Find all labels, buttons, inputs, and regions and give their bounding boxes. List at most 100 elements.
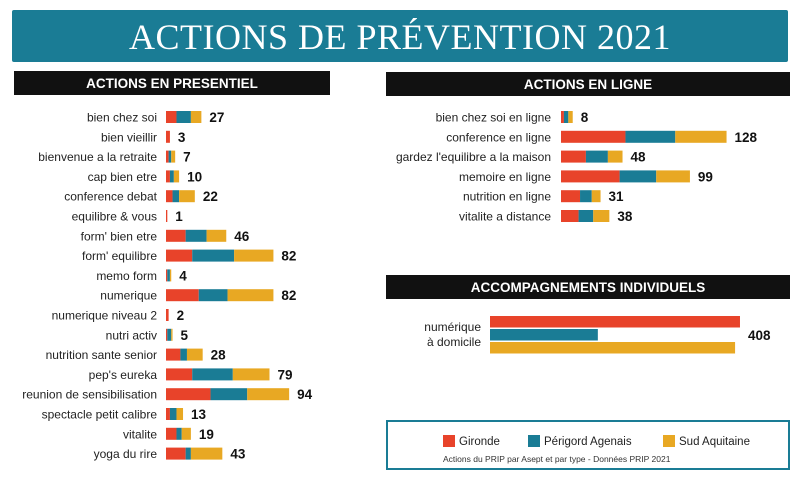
bar-segment-gironde-vitalite-a-distance <box>561 210 579 222</box>
category-label-cap-bien-etre: cap bien etre <box>88 170 158 184</box>
bar-segment-gironde-bien-vieillir <box>166 130 170 143</box>
total-label-vitalite: 19 <box>199 427 214 442</box>
bar-segment-sud-aquitaine-reunion-de-sensibilisation <box>247 388 290 401</box>
bar-segment-sud-aquitaine-numerique <box>227 289 274 302</box>
bar-segment-perigord-agenais-numerique <box>198 289 228 302</box>
legend-label-gironde: Gironde <box>459 436 500 448</box>
total-label-conference-en-ligne: 128 <box>735 130 758 145</box>
bar-segment-perigord-agenais-cap-bien-etre <box>169 170 174 183</box>
category-label-form-bien-etre: form' bien etre <box>81 229 158 243</box>
bar-segment-perigord-agenais-gardez-l-equilibre-a-la-maison <box>585 150 608 163</box>
bar-segment-perigord-agenais-nutrition-sante-senior <box>180 348 187 361</box>
legend: Gironde Périgord Agenais Sud Aquitaine Acti… <box>443 435 750 464</box>
total-label-form-equilibre: 82 <box>281 249 296 264</box>
total-label-numerique-niveau-2: 2 <box>177 308 185 323</box>
bar-segment-sud-aquitaine-memoire-en-ligne <box>656 170 690 183</box>
total-label-pep-s-eureka: 79 <box>277 367 292 382</box>
bar-segment-gironde-nutrition-en-ligne <box>561 190 581 203</box>
legend-label-perigord-agenais: Périgord Agenais <box>544 436 632 448</box>
total-label-bien-chez-soi: 27 <box>209 110 224 125</box>
bar-segment-gironde-form-equilibre <box>166 249 193 262</box>
total-label-numerique-a-domicile: 408 <box>748 328 771 343</box>
bar-segment-gironde-bienvenue-a-la-retraite <box>166 150 169 163</box>
category-label-numerique-niveau-2: numerique niveau 2 <box>52 309 158 323</box>
bar-segment-sud-aquitaine-conference-debat <box>179 190 195 203</box>
bar-segment-gironde-nutri-activ <box>166 328 168 341</box>
bar-segment-sud-aquitaine-gardez-l-equilibre-a-la-maison <box>607 150 623 163</box>
category-label-reunion-de-sensibilisation: reunion de sensibilisation <box>22 388 157 402</box>
bar-segment-perigord-agenais-memoire-en-ligne <box>619 170 657 183</box>
total-label-nutri-activ: 5 <box>181 328 189 343</box>
category-label-line-2: à domicile <box>427 335 481 349</box>
total-label-conference-debat: 22 <box>203 189 218 204</box>
bar-segment-sud-aquitaine-conference-en-ligne <box>675 130 727 143</box>
bar-segment-gironde-conference-debat <box>166 190 173 203</box>
total-label-memo-form: 4 <box>179 268 187 283</box>
total-label-nutrition-sante-senior: 28 <box>211 348 227 363</box>
bar-segment-perigord-agenais-bienvenue-a-la-retraite <box>168 150 172 163</box>
total-label-gardez-l-equilibre-a-la-maison: 48 <box>631 150 647 165</box>
bar-segment-gironde-numerique-niveau-2 <box>166 309 169 321</box>
total-label-reunion-de-sensibilisation: 94 <box>297 387 313 402</box>
bar-segment-perigord-agenais-pep-s-eureka <box>192 368 233 381</box>
bar-segment-perigord-agenais-conference-en-ligne <box>625 130 676 143</box>
total-label-equilibre-vous: 1 <box>175 209 183 224</box>
bar-segment-sud-aquitaine-bien-chez-soi-en-ligne <box>568 111 573 123</box>
bar-segment-sud-aquitaine-form-bien-etre <box>206 229 227 242</box>
bar-segment-perigord-agenais-nutrition-en-ligne <box>580 190 592 203</box>
bar-segment-perigord-agenais-yoga-du-rire <box>185 447 191 460</box>
bar-segment-gironde-memoire-en-ligne <box>561 170 620 183</box>
category-label-yoga-du-rire: yoga du rire <box>94 447 158 461</box>
category-label-memo-form: memo form <box>96 269 157 283</box>
bar-segment-sud-aquitaine-form-equilibre <box>234 249 274 262</box>
bar-segment-gironde-pep-s-eureka <box>166 368 193 381</box>
bar-segment-sud-aquitaine-nutri-activ <box>171 328 173 341</box>
category-label-form-equilibre: form' equilibre <box>82 249 157 263</box>
total-label-bien-vieillir: 3 <box>178 130 186 145</box>
bar-segment-sud-aquitaine-vitalite-a-distance <box>593 210 610 222</box>
page-title: ACTIONS DE PRÉVENTION 2021 <box>129 17 671 57</box>
category-label-memoire-en-ligne: memoire en ligne <box>459 170 551 184</box>
total-label-numerique: 82 <box>281 288 296 303</box>
section-header-accompagnements: ACCOMPAGNEMENTS INDIVIDUELS <box>386 275 790 299</box>
legend-swatch-perigord-agenais <box>528 435 540 447</box>
category-label-nutri-activ: nutri activ <box>106 328 157 342</box>
bar-segment-gironde-bien-chez-soi <box>166 111 177 123</box>
total-label-bien-chez-soi-en-ligne: 8 <box>581 110 589 125</box>
bar-segment-gironde-form-bien-etre <box>166 229 186 242</box>
bar-segment-gironde-conference-en-ligne <box>561 130 626 143</box>
bar-segment-perigord-agenais-memo-form <box>167 269 170 282</box>
total-label-bienvenue-a-la-retraite: 7 <box>183 150 191 165</box>
category-label-line-1: numérique <box>424 320 481 334</box>
bar-segment-gironde-cap-bien-etre <box>166 170 170 183</box>
bar-segment-sud-aquitaine-nutrition-en-ligne <box>591 190 601 203</box>
category-label-nutrition-sante-senior: nutrition sante senior <box>46 348 157 362</box>
bar-segment-perigord-agenais-form-equilibre <box>192 249 235 262</box>
bar-segment-sud-aquitaine-memo-form <box>169 269 172 282</box>
bar-segment-perigord-agenais-conference-debat <box>172 190 180 203</box>
title-banner <box>12 10 788 62</box>
total-label-yoga-du-rire: 43 <box>230 447 246 462</box>
bar-segment-gironde-reunion-de-sensibilisation <box>166 388 211 401</box>
total-label-memoire-en-ligne: 99 <box>698 169 713 184</box>
bar-segment-sud-aquitaine-cap-bien-etre <box>173 170 180 183</box>
bar-segment-gironde-spectacle-petit-calibre <box>166 408 170 420</box>
bar-segment-gironde-yoga-du-rire <box>166 447 186 460</box>
bar-perigord-agenais-numerique-a-domicile <box>490 329 598 341</box>
bar-segment-perigord-agenais-bien-chez-soi-en-ligne <box>563 111 569 123</box>
category-label-spectacle-petit-calibre: spectacle petit calibre <box>42 408 158 422</box>
bar-segment-perigord-agenais-spectacle-petit-calibre <box>169 408 177 420</box>
category-label-equilibre-vous: equilibre & vous <box>72 210 157 224</box>
category-label-bien-chez-soi-en-ligne: bien chez soi en ligne <box>436 111 552 125</box>
bar-segment-sud-aquitaine-yoga-du-rire <box>190 447 223 460</box>
legend-swatch-gironde <box>443 435 455 447</box>
legend-label-sud-aquitaine: Sud Aquitaine <box>679 436 750 448</box>
bar-segment-perigord-agenais-vitalite <box>176 427 182 440</box>
total-label-vitalite-a-distance: 38 <box>617 209 633 224</box>
total-label-spectacle-petit-calibre: 13 <box>191 407 207 422</box>
category-label-bien-chez-soi: bien chez soi <box>87 111 157 125</box>
category-label-nutrition-en-ligne: nutrition en ligne <box>463 190 551 204</box>
category-label-numerique: numerique <box>100 289 157 303</box>
